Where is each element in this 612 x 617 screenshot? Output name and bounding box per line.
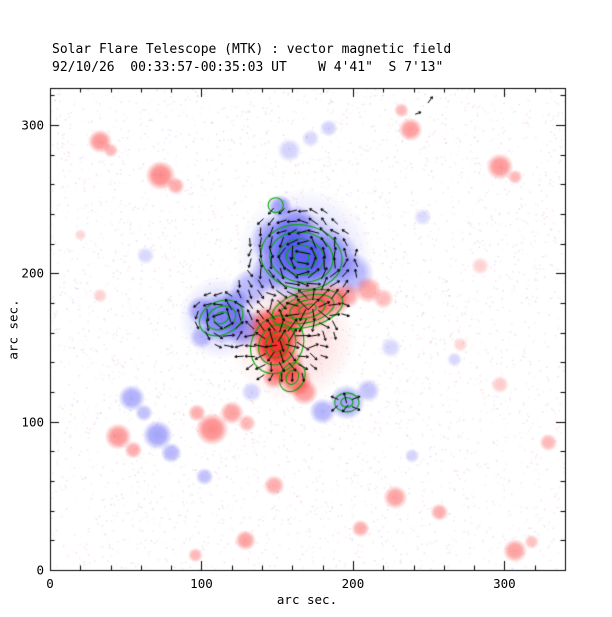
- y-tick-label: 300: [21, 117, 44, 133]
- x-tick-label: 300: [493, 576, 516, 591]
- y-tick-label: 0: [36, 562, 44, 578]
- x-tick-label: 100: [190, 576, 213, 591]
- plot-subtitle: 92/10/26 00:33:57-00:35:03 UT W 4'41" S …: [52, 60, 444, 75]
- y-tick-label: 100: [21, 414, 44, 430]
- x-axis-label: arc sec.: [276, 592, 338, 607]
- plot-title: Solar Flare Telescope (MTK) : vector mag…: [52, 42, 452, 57]
- y-axis-label: arc sec.: [5, 299, 21, 360]
- x-tick-label: 200: [341, 576, 365, 591]
- x-tick-label: 0: [46, 576, 54, 591]
- y-tick-label: 200: [21, 265, 44, 281]
